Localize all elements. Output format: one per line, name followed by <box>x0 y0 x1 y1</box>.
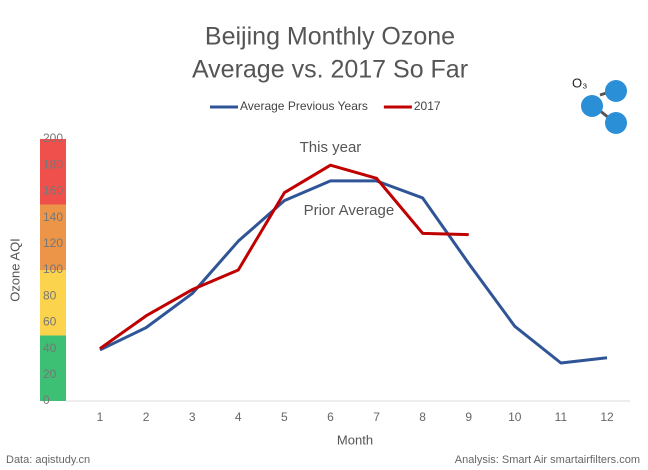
annotation: Prior Average <box>304 202 395 219</box>
x-tick-label: 10 <box>508 410 522 424</box>
series-line <box>99 179 608 365</box>
x-tick-label: 8 <box>419 410 426 424</box>
icon-label: O₃ <box>572 75 587 90</box>
source: Data: aqistudy.cn <box>6 454 90 466</box>
y-tick-label: 100 <box>43 262 63 276</box>
y-axis-label: Ozone AQI <box>7 238 22 302</box>
aqi-band <box>40 270 66 336</box>
y-tick-label: 60 <box>43 315 57 329</box>
series-line <box>99 163 469 350</box>
chart-title: Beijing Monthly Ozone <box>205 23 455 51</box>
y-tick-label: 180 <box>43 157 63 171</box>
x-axis-label: Month <box>337 432 373 447</box>
chart-title: Average vs. 2017 So Far <box>192 56 468 84</box>
legend-label: 2017 <box>414 99 441 113</box>
x-tick-label: 9 <box>465 410 472 424</box>
y-tick-label: 140 <box>43 210 63 224</box>
x-tick-label: 7 <box>373 410 380 424</box>
aqi-band <box>40 139 66 205</box>
y-tick-label: 0 <box>43 393 50 407</box>
aqi-band <box>40 335 66 401</box>
ozone-icon: O₃ <box>572 75 627 134</box>
credit: Analysis: Smart Air smartairfilters.com <box>455 454 640 466</box>
annotation: This year <box>300 139 362 156</box>
x-tick-label: 3 <box>189 410 196 424</box>
y-tick-label: 40 <box>43 341 57 355</box>
y-tick-label: 120 <box>43 236 63 250</box>
x-tick-label: 1 <box>97 410 104 424</box>
x-tick-label: 2 <box>143 410 150 424</box>
legend-label: Average Previous Years <box>240 99 368 113</box>
y-tick-label: 20 <box>43 367 57 381</box>
x-tick-label: 6 <box>327 410 334 424</box>
x-tick-label: 4 <box>235 410 242 424</box>
x-tick-label: 11 <box>555 410 568 424</box>
x-tick-label: 12 <box>600 410 614 424</box>
y-tick-label: 200 <box>43 131 63 145</box>
y-tick-label: 160 <box>43 184 63 198</box>
y-tick-label: 80 <box>43 288 57 302</box>
x-tick-label: 5 <box>281 410 288 424</box>
aqi-band <box>40 204 66 270</box>
